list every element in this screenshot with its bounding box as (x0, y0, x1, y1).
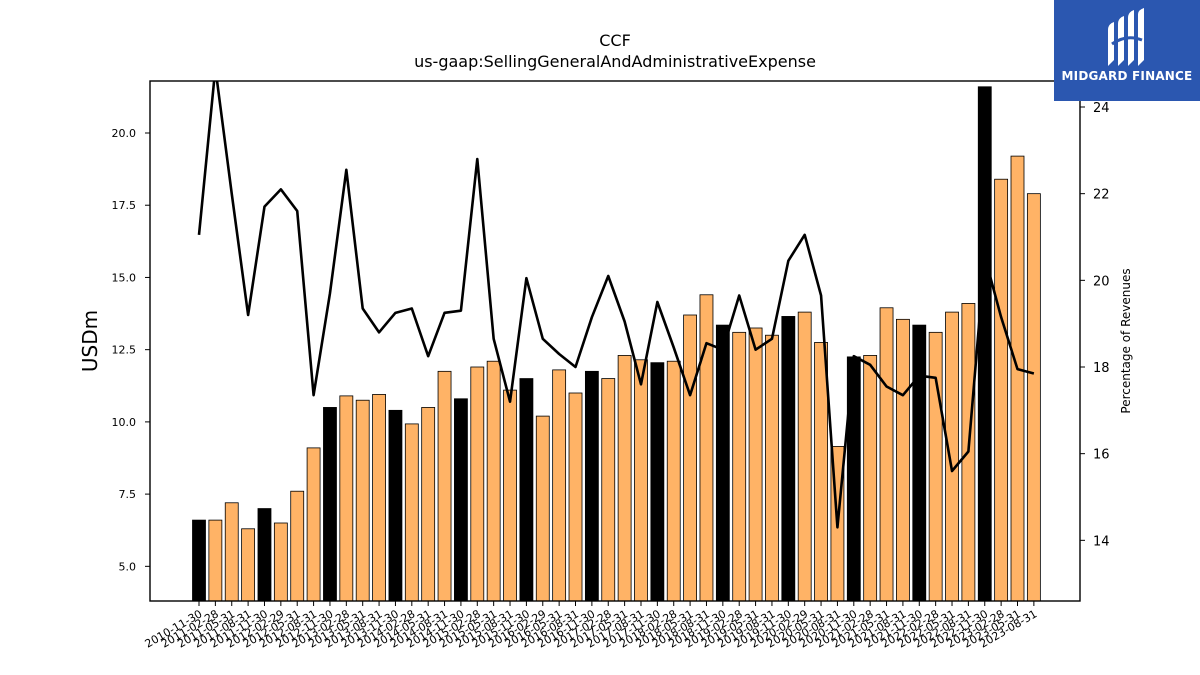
bar (683, 314, 697, 601)
bar (535, 415, 550, 601)
bar (601, 378, 616, 601)
bar (814, 342, 828, 601)
bar (257, 508, 272, 601)
bar (404, 423, 419, 601)
bar (241, 528, 256, 601)
bar (454, 398, 468, 601)
bar (421, 407, 436, 601)
bar (896, 318, 910, 601)
chart-subtitle: us-gaap:SellingGeneralAndAdministrativeE… (414, 52, 816, 71)
bar-series (192, 86, 1041, 601)
y2-tick-label: 14 (1093, 534, 1110, 549)
y-tick-label: 17.5 (112, 199, 137, 212)
bar (372, 394, 386, 601)
bar (617, 355, 632, 601)
bar (1010, 155, 1025, 601)
bar (748, 327, 763, 601)
bar (765, 334, 779, 601)
y2-tick-label: 18 (1093, 361, 1110, 376)
bar (732, 331, 747, 601)
bar (699, 294, 714, 601)
bar (650, 362, 665, 601)
bar (666, 360, 681, 601)
bar (584, 370, 599, 601)
bar (715, 324, 730, 601)
bar (208, 519, 223, 601)
brand-name: MIDGARD FINANCE (1061, 69, 1193, 83)
brand-logo: MIDGARD FINANCE (1054, 0, 1200, 101)
bar (552, 369, 567, 601)
y-tick-label: 20.0 (112, 127, 137, 140)
bar (994, 178, 1009, 601)
bar (323, 407, 337, 601)
bar (1026, 193, 1041, 601)
bar (928, 331, 943, 601)
bar (945, 311, 959, 601)
y2-tick-label: 20 (1093, 274, 1110, 289)
bar (519, 378, 534, 601)
bar (977, 86, 992, 601)
y2-tick-label: 24 (1093, 101, 1110, 116)
y2-tick-label: 22 (1093, 188, 1110, 203)
bar (306, 447, 321, 601)
bar (503, 389, 517, 601)
bar (781, 316, 796, 601)
bar (568, 392, 583, 601)
bar (355, 399, 370, 601)
y-tick-label: 7.5 (119, 488, 137, 501)
y-axis-label: USDm (78, 310, 102, 372)
bar (290, 490, 305, 601)
y2-axis-label: Percentage of Revenues (1119, 268, 1133, 413)
bar (879, 307, 894, 601)
line-series (197, 81, 1035, 529)
bar (388, 409, 403, 601)
y-tick-label: 10.0 (112, 416, 137, 429)
bar (863, 355, 878, 601)
chart-title: CCF (599, 31, 631, 50)
bar (486, 360, 501, 601)
series-line (197, 81, 1035, 529)
bar (339, 395, 354, 601)
bar (797, 311, 812, 601)
bar (437, 370, 452, 601)
y-tick-label: 15.0 (112, 271, 137, 284)
y-tick-label: 5.0 (119, 560, 137, 573)
bar (224, 502, 239, 601)
bar (470, 366, 485, 601)
y2-tick-label: 16 (1093, 448, 1110, 463)
plot-frame (149, 80, 1081, 602)
y-tick-label: 12.5 (112, 344, 137, 357)
midgard-logo-icon (1108, 8, 1144, 66)
bar (634, 359, 648, 601)
bar (273, 522, 288, 601)
bar (192, 519, 206, 601)
bar (912, 324, 927, 601)
